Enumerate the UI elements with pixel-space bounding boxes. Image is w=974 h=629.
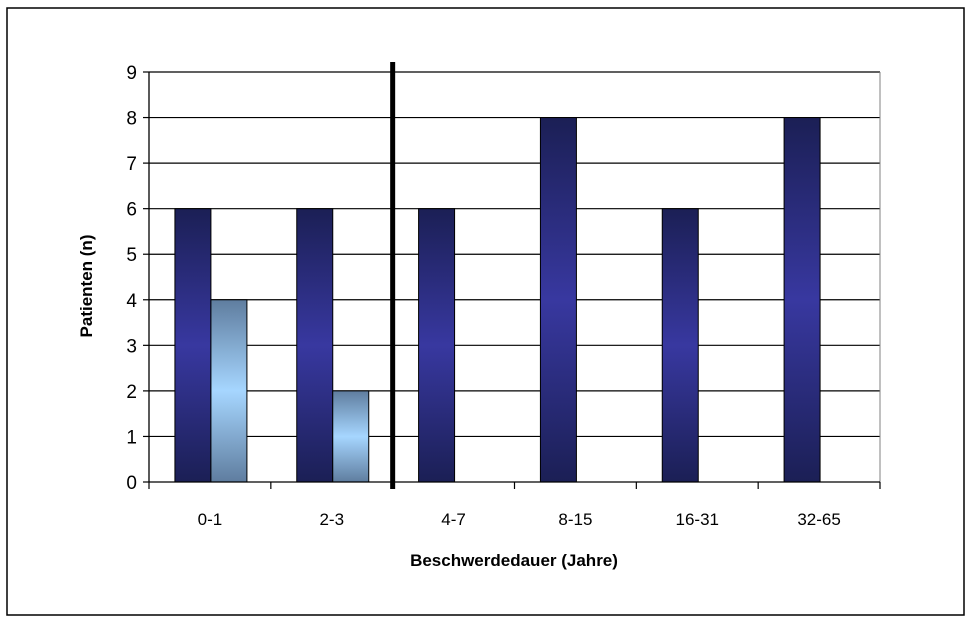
- y-axis-label: Patienten (n): [77, 235, 96, 338]
- bar: [783, 117, 821, 483]
- y-tick-label: 8: [126, 109, 137, 130]
- bar: [539, 117, 577, 483]
- bar: [332, 390, 370, 483]
- gridlines: [149, 71, 880, 438]
- axes: [143, 62, 881, 489]
- x-tick-label: 8-15: [558, 510, 592, 529]
- x-axis-label: Beschwerdedauer (Jahre): [410, 551, 618, 570]
- bar: [661, 208, 699, 483]
- x-tick-label: 2-3: [319, 510, 344, 529]
- x-tick-labels: 0-1 2-3 4-7 8-15 16-31 32-65: [198, 510, 841, 529]
- y-tick-labels: 0 1 2 3 4 5 6 7 8 9: [126, 63, 137, 494]
- y-tick-label: 2: [126, 382, 137, 403]
- y-tick-label: 3: [126, 336, 137, 357]
- x-tick-label: 0-1: [198, 510, 223, 529]
- y-tick-label: 7: [126, 154, 137, 175]
- y-tick-label: 0: [126, 473, 137, 494]
- bars: [174, 117, 821, 483]
- bar: [418, 208, 456, 483]
- y-tick-label: 1: [126, 427, 137, 448]
- bar: [210, 299, 248, 483]
- x-tick-label: 16-31: [676, 510, 719, 529]
- y-tick-label: 5: [126, 245, 137, 266]
- y-tick-label: 9: [126, 63, 137, 84]
- y-tick-label: 6: [126, 200, 137, 221]
- x-tick-label: 32-65: [797, 510, 840, 529]
- x-tick-label: 4-7: [441, 510, 466, 529]
- bar: [296, 208, 334, 483]
- bar: [174, 208, 212, 483]
- y-tick-label: 4: [126, 291, 137, 312]
